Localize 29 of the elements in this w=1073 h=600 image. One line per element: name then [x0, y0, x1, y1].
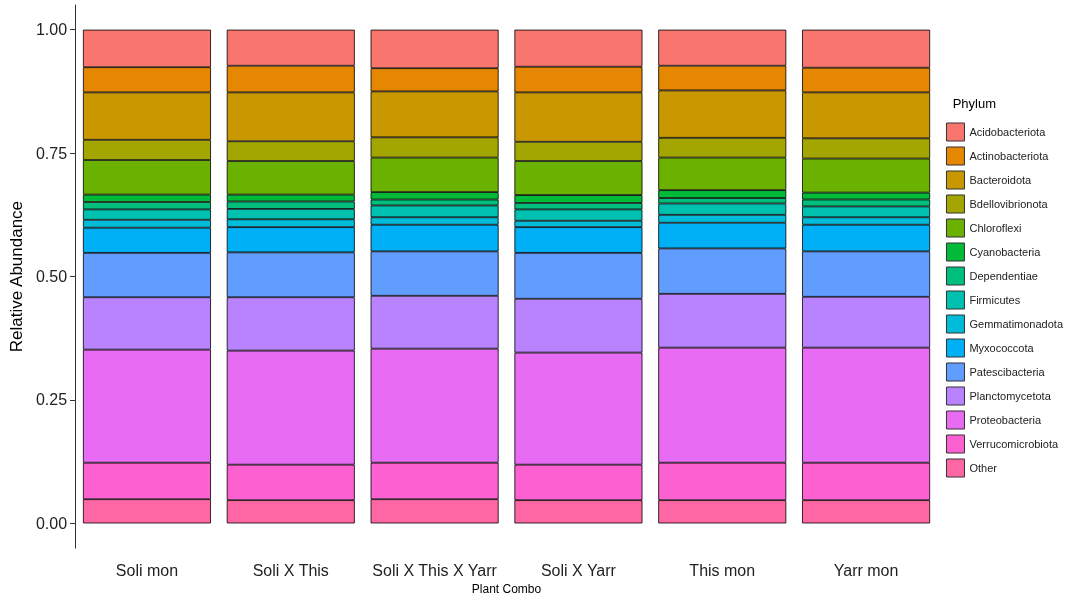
y-tick-label: 0.50 — [35, 268, 68, 286]
legend-label: Dependentiae — [969, 270, 1038, 282]
y-axis-title: Relative Abundance — [7, 200, 26, 353]
legend-label: Other — [969, 462, 998, 474]
legend-label: Bacteroidota — [969, 174, 1033, 186]
legend-label: Patescibacteria — [969, 366, 1046, 378]
legend-label: Bdellovibrionota — [969, 198, 1049, 210]
legend-label: Planctomycetota — [969, 390, 1052, 402]
y-tick-label: 0.75 — [35, 144, 68, 162]
x-axis-title: Plant Combo — [471, 582, 542, 596]
legend-label: Myxococcota — [969, 342, 1035, 354]
y-tick-label: 0.25 — [35, 391, 68, 409]
legend-label: Proteobacteria — [969, 414, 1042, 426]
legend-label: Actinobacteriota — [969, 150, 1050, 162]
x-tick-label: Soli mon — [115, 561, 179, 579]
x-tick-label: Soli X Yarr — [540, 561, 617, 579]
x-tick-label: Soli X This — [252, 561, 329, 579]
legend-label: Firmicutes — [969, 294, 1021, 306]
x-tick-label: Yarr mon — [833, 561, 899, 579]
legend-label: Chloroflexi — [969, 222, 1022, 234]
legend-title: Phylum — [952, 96, 997, 111]
y-tick-label: 0.00 — [35, 514, 68, 532]
legend-label: Cyanobacteria — [969, 246, 1042, 258]
x-tick-label: Soli X This X Yarr — [372, 561, 498, 579]
y-tick-label: 1.00 — [35, 21, 68, 39]
legend-label: Verrucomicrobiota — [969, 438, 1059, 450]
legend-label: Gemmatimonadota — [969, 318, 1064, 330]
x-tick-label: This mon — [689, 561, 756, 579]
legend-label: Acidobacteriota — [969, 126, 1047, 138]
